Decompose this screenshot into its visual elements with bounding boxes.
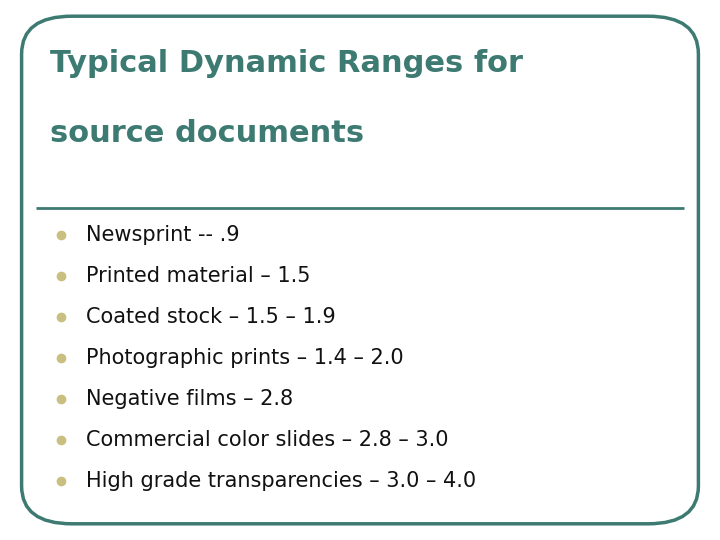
Text: High grade transparencies – 3.0 – 4.0: High grade transparencies – 3.0 – 4.0 (86, 471, 477, 491)
Text: Negative films – 2.8: Negative films – 2.8 (86, 389, 294, 409)
Text: Newsprint -- .9: Newsprint -- .9 (86, 225, 240, 245)
Text: source documents: source documents (50, 119, 364, 148)
Text: Commercial color slides – 2.8 – 3.0: Commercial color slides – 2.8 – 3.0 (86, 430, 449, 450)
Text: Typical Dynamic Ranges for: Typical Dynamic Ranges for (50, 49, 523, 78)
Text: Printed material – 1.5: Printed material – 1.5 (86, 266, 311, 286)
Text: Coated stock – 1.5 – 1.9: Coated stock – 1.5 – 1.9 (86, 307, 336, 327)
Text: Photographic prints – 1.4 – 2.0: Photographic prints – 1.4 – 2.0 (86, 348, 404, 368)
FancyBboxPatch shape (22, 16, 698, 524)
